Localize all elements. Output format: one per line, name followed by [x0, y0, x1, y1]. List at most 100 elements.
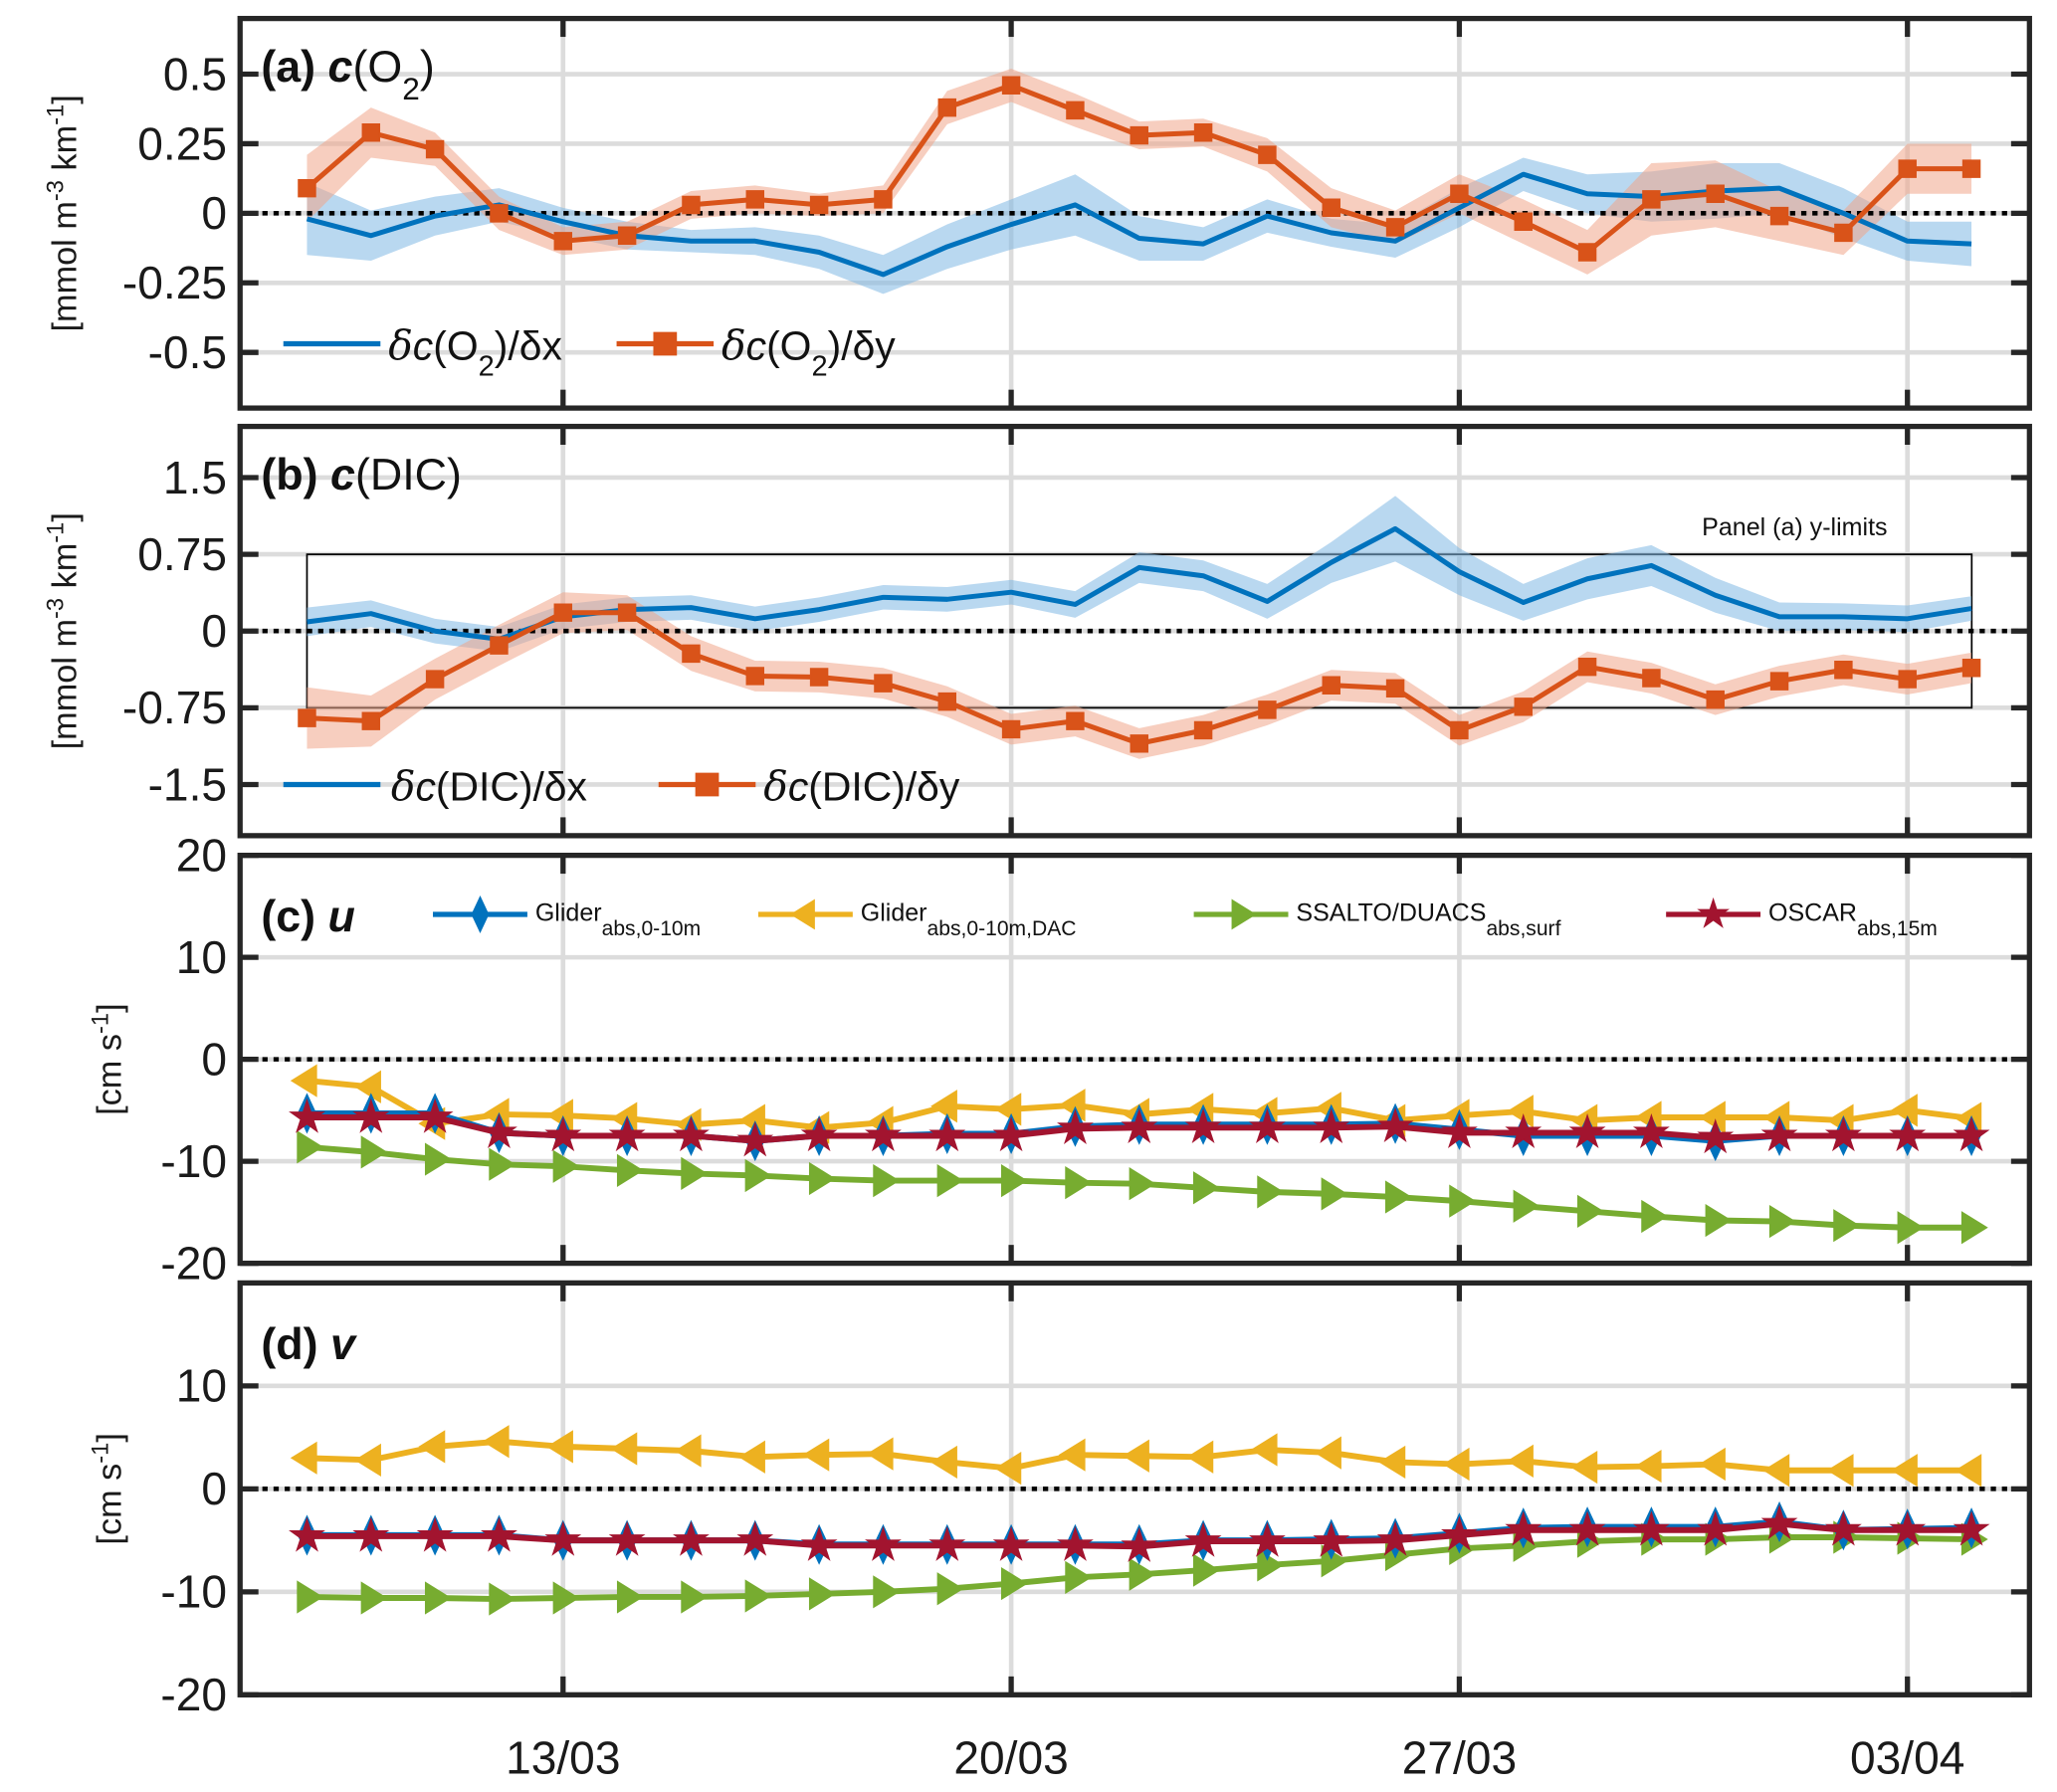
band-a-0 — [307, 157, 1972, 295]
data-point — [936, 1163, 964, 1198]
panel-d: 10 0 -10 -20 [cm s-1] (d) v 13/03 20/03 27/03 03/… — [88, 1280, 2032, 1783]
data-point — [1257, 1175, 1285, 1209]
data-point — [1642, 669, 1661, 688]
data-point — [546, 1430, 573, 1464]
data-point — [1123, 1439, 1149, 1473]
y-tick-label: -20 — [160, 1237, 227, 1289]
data-point — [682, 644, 701, 664]
data-point — [1826, 1454, 1854, 1488]
data-point — [1257, 1548, 1285, 1582]
data-point — [1953, 1116, 1990, 1152]
data-point — [1315, 1436, 1341, 1470]
data-point — [1001, 76, 1021, 95]
x-tick-label: 03/04 — [1850, 1731, 1964, 1783]
data-point — [1001, 719, 1021, 739]
data-point — [1834, 223, 1853, 243]
data-point — [1313, 1107, 1350, 1144]
data-point — [1058, 1438, 1086, 1472]
data-point — [809, 668, 829, 687]
panel-b: Panel (a) y-limits 1.5 0.75 0 -0.75 -1.5 [mmol… — [43, 423, 2032, 839]
data-point — [1066, 100, 1085, 120]
data-point — [1570, 1450, 1598, 1485]
data-point — [544, 1520, 582, 1556]
data-point — [681, 1156, 709, 1191]
data-point — [298, 178, 316, 198]
data-point — [1834, 661, 1853, 680]
data-point — [1378, 1445, 1406, 1480]
data-point — [1442, 1447, 1470, 1482]
series-layer — [240, 1425, 2030, 1616]
data-point — [1632, 1113, 1670, 1149]
data-point — [1960, 1211, 1988, 1245]
y-tick-label: -0.25 — [122, 257, 227, 308]
y-tick-label: -20 — [160, 1669, 227, 1720]
square-marker-icon — [653, 331, 678, 356]
data-point — [1576, 1194, 1604, 1228]
data-point — [1577, 243, 1597, 262]
data-point — [744, 1579, 772, 1613]
data-point — [490, 204, 509, 223]
data-point — [673, 1116, 710, 1152]
panel-title: (d) v — [261, 1319, 357, 1369]
y-tick-label: -10 — [160, 1566, 227, 1618]
data-point — [352, 1097, 390, 1133]
data-point — [1891, 1094, 1918, 1127]
data-point — [1762, 1454, 1790, 1488]
series-layer — [240, 496, 2030, 759]
y-tick-label: 0 — [201, 187, 227, 239]
data-point — [1505, 1510, 1543, 1546]
data-point — [1568, 1510, 1606, 1546]
data-point — [608, 1520, 646, 1556]
y-tick-label: 20 — [176, 829, 227, 881]
data-point — [297, 1580, 324, 1614]
legend-label-x: δc(O2)/δx — [388, 321, 562, 382]
data-point — [1065, 1560, 1093, 1594]
data-point — [1824, 1510, 1862, 1546]
data-point — [1953, 1510, 1990, 1546]
data-point — [1129, 1557, 1156, 1591]
x-tick-label: 13/03 — [506, 1731, 620, 1783]
data-point — [865, 1116, 902, 1152]
y-tick-label: 0 — [201, 1463, 227, 1514]
data-point — [1057, 1525, 1094, 1561]
data-point — [616, 1153, 644, 1187]
data-point — [360, 1135, 388, 1169]
panel-title: (a) c(O2) — [261, 42, 434, 106]
data-point — [1249, 1521, 1286, 1557]
data-point — [1706, 184, 1725, 204]
data-point — [1697, 1118, 1735, 1154]
y-axis-label: [mmol m-3 km-1] — [43, 512, 84, 749]
data-point — [1898, 159, 1917, 178]
data-point — [1514, 697, 1533, 716]
data-point — [425, 139, 445, 159]
band-a-1 — [307, 68, 1972, 275]
data-point — [1130, 125, 1148, 145]
data-point — [681, 1580, 709, 1614]
data-point — [1760, 1504, 1798, 1540]
data-point — [482, 1425, 510, 1459]
data-point — [1641, 1199, 1669, 1234]
data-point — [736, 1121, 774, 1157]
data-point — [552, 1149, 580, 1183]
data-point — [1376, 1520, 1414, 1556]
data-point — [874, 190, 893, 209]
data-point — [1249, 1107, 1286, 1144]
data-point — [1507, 1444, 1534, 1479]
data-point — [928, 1116, 966, 1152]
data-point — [1384, 1180, 1412, 1214]
data-point — [489, 1582, 516, 1616]
legend-label-x: δc(DIC)/δx — [391, 762, 587, 810]
data-point — [553, 603, 573, 622]
data-point — [1258, 700, 1277, 719]
data-point — [1961, 159, 1981, 178]
y-tick-label: 0 — [201, 605, 227, 657]
data-point — [1322, 676, 1340, 695]
data-point — [1577, 657, 1597, 677]
data-point — [290, 1441, 317, 1475]
data-point — [289, 1516, 325, 1552]
data-point — [610, 1432, 638, 1466]
data-point — [674, 1434, 702, 1468]
legend-marker-icon — [789, 898, 815, 930]
data-point — [424, 1581, 452, 1615]
y-tick-label: 0 — [201, 1033, 227, 1085]
